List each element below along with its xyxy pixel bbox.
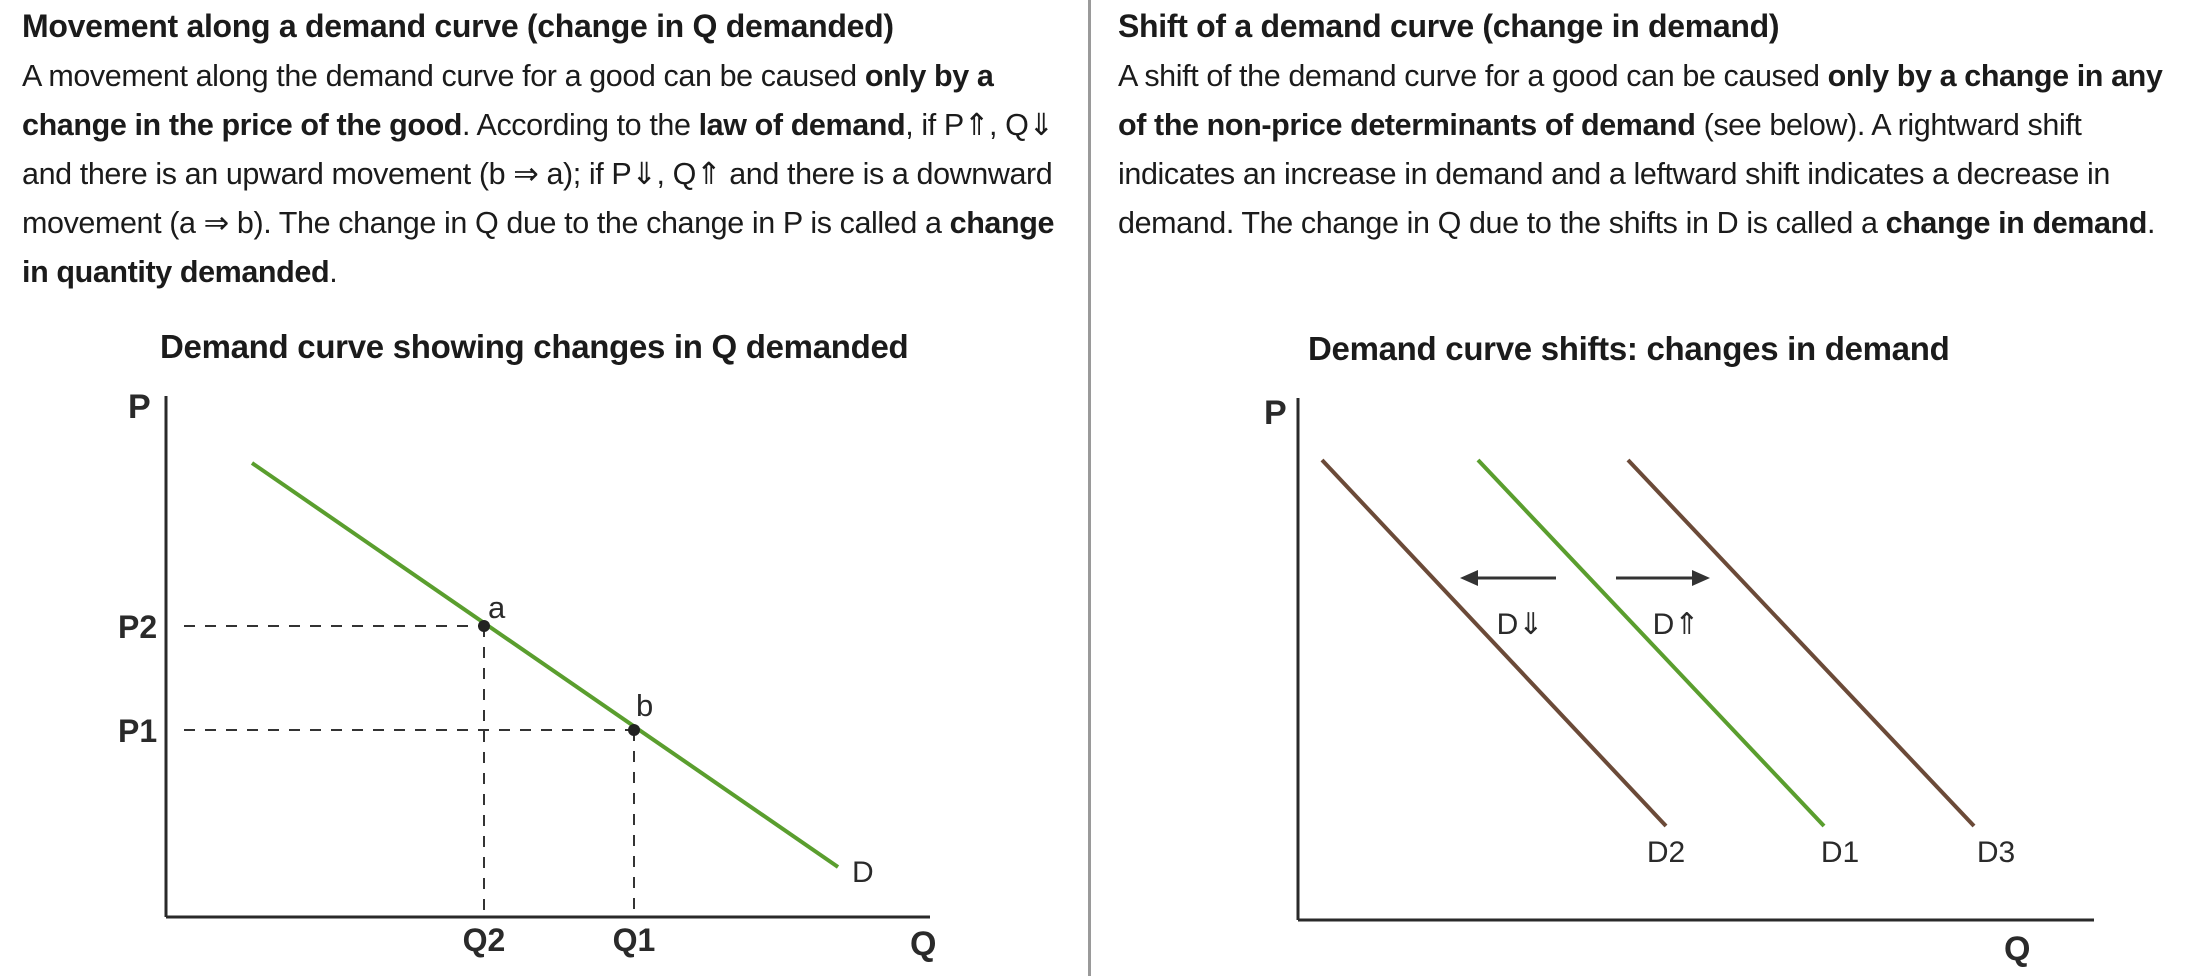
curve-d1-label: D1	[1821, 836, 1859, 869]
right-paragraph: A shift of the demand curve for a good c…	[1118, 52, 2168, 248]
x-axis-label: Q	[2004, 930, 2030, 968]
paragraph-segment: change in quantity demanded	[22, 206, 1055, 289]
demand-curve-d3	[1626, 458, 1976, 828]
decrease-label: D⇓	[1497, 608, 1544, 641]
left-heading: Movement along a demand curve (change in…	[22, 8, 894, 44]
demand-curve-d	[250, 461, 840, 869]
right-panel: Shift of a demand curve (change in deman…	[1094, 0, 2190, 976]
paragraph-segment: .	[2147, 206, 2156, 240]
point-a-label: a	[488, 590, 506, 625]
point-a	[478, 620, 490, 632]
curve-d3-label: D3	[1977, 836, 2015, 869]
right-demand-diagram: P Q D⇓ D⇑ D2 D1 D3	[1264, 394, 2094, 968]
y-axis-label: P	[1264, 394, 1287, 432]
point-b-label: b	[636, 688, 653, 723]
left-panel: Movement along a demand curve (change in…	[0, 0, 1091, 976]
paragraph-segment: law of demand	[698, 108, 906, 142]
demand-curve-d2	[1320, 458, 1668, 828]
point-b	[628, 724, 640, 736]
curve-d-label: D	[852, 856, 874, 889]
curve-d2-label: D2	[1647, 836, 1685, 869]
paragraph-segment: only by a change in the price of the goo…	[22, 59, 994, 142]
tick-p1: P1	[118, 713, 157, 749]
left-paragraph: A movement along the demand curve for a …	[22, 52, 1077, 297]
paragraph-segment: , if P⇑, Q⇓ and there is an upward movem…	[22, 108, 1054, 240]
right-chart-title: Demand curve shifts: changes in demand	[1308, 330, 1950, 367]
tick-p2: P2	[118, 609, 157, 645]
paragraph-segment: . According to the	[462, 108, 699, 142]
paragraph-segment: only by a change in any of the non-price…	[1118, 59, 2163, 142]
tick-q2: Q2	[463, 922, 506, 958]
paragraph-segment: A shift of the demand curve for a good c…	[1118, 59, 1828, 93]
increase-label: D⇑	[1653, 608, 1700, 641]
paragraph-segment: change in demand	[1885, 206, 2148, 240]
y-axis-label: P	[128, 388, 151, 426]
paragraph-segment: (see below). A rightward shift indicates…	[1118, 108, 2110, 240]
demand-curve-d1	[1476, 458, 1826, 828]
left-demand-diagram: P Q P2 P1 Q2 Q1 a b D	[118, 388, 936, 963]
x-axis-label: Q	[910, 925, 936, 963]
left-chart-title: Demand curve showing changes in Q demand…	[160, 328, 909, 365]
left-arrow-head	[1460, 570, 1478, 586]
right-arrow-head	[1692, 570, 1710, 586]
right-heading: Shift of a demand curve (change in deman…	[1118, 8, 1780, 44]
tick-q1: Q1	[613, 922, 656, 958]
paragraph-segment: .	[329, 255, 338, 289]
paragraph-segment: A movement along the demand curve for a …	[22, 59, 865, 93]
